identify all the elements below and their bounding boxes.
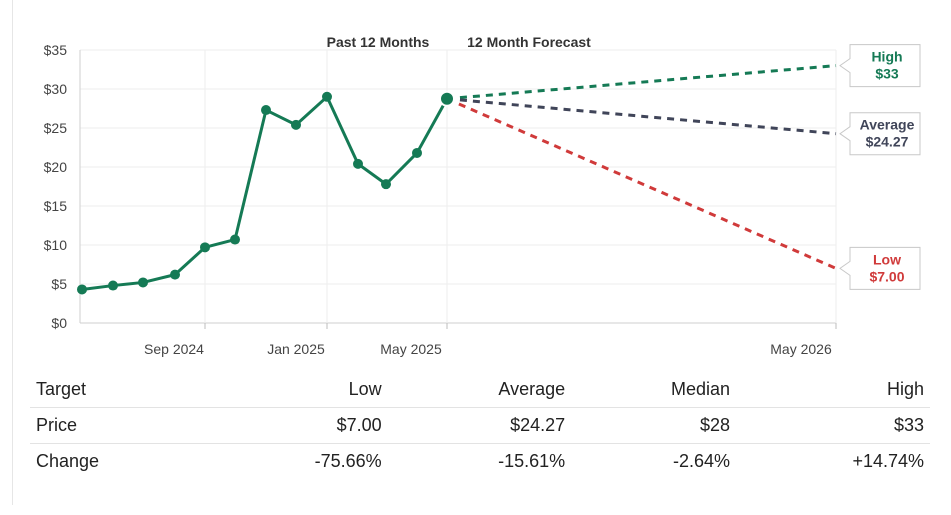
change-median: -2.64% [672,451,731,471]
chart-grid [79,49,837,329]
current-price-marker [439,90,455,107]
history-point [108,280,118,291]
y-tick-label: $20 [44,159,68,175]
history-point [291,119,301,130]
x-tick-label: May 2026 [770,341,832,357]
history-point [200,242,210,253]
history-point [77,284,87,295]
y-tick-label: $5 [51,276,67,292]
callout-box [839,44,921,88]
x-tick-label: Jan 2025 [267,341,325,357]
x-tick-label: Sep 2024 [144,341,204,357]
header-high: High [736,372,930,408]
change-low: -75.66% [314,451,382,471]
callout-box [839,112,921,156]
y-tick-label: $25 [44,120,68,136]
history-line [81,95,449,291]
header-target: Target [30,372,205,408]
y-tick-label: $30 [44,81,68,97]
header-median: Median [571,372,737,408]
table-header-row: Target Low Average Median High [30,372,930,408]
callout-name: High [871,49,902,65]
header-average: Average [387,372,572,408]
callout-name: Average [860,117,915,133]
history-point [170,269,180,280]
row-label-price: Price [30,407,205,444]
change-high: +14.74% [852,451,924,471]
price-median: $28 [571,407,737,444]
y-tick-label: $35 [44,42,68,58]
table-row-price: Price $7.00 $24.27 $28 $33 [30,407,930,444]
forecast-callouts: High$33 Average$24.27 Low$7.00 [839,44,921,290]
legend-12-month-forecast: 12 Month Forecast [467,34,591,50]
callout-value: $33 [875,66,899,82]
y-tick-label: $0 [51,315,67,331]
forecast-line-low [446,97,837,270]
y-tick-label: $10 [44,237,68,253]
y-tick-label: $15 [44,198,68,214]
price-target-table: Target Low Average Median High Price $7.… [30,372,930,479]
table-row-change: Change -75.66% -15.61% -2.64% +14.74% [30,444,930,480]
callout-name: Low [873,251,901,267]
x-tick-label: May 2025 [380,341,442,357]
history-point [412,147,422,158]
row-label-change: Change [36,451,100,471]
header-low: Low [204,372,388,408]
y-axis-ticks: $0 $5 $10 $15 $20 $25 $30 $35 [44,42,68,331]
callout-value: $7.00 [869,268,904,284]
history-series [77,90,455,295]
history-point [353,158,363,169]
price-low: $7.00 [204,407,388,444]
callout-average: Average$24.27 [839,112,921,156]
callout-value: $24.27 [866,134,909,150]
forecast-line-average [446,97,837,136]
history-point [230,234,240,245]
left-border [12,0,13,505]
history-point [138,277,148,288]
history-point [322,91,332,102]
callout-low: Low$7.00 [839,246,921,290]
history-point [261,105,271,116]
change-average: -15.61% [498,451,566,471]
callout-high: High$33 [839,44,921,88]
callout-box [839,246,921,290]
x-axis-ticks: Sep 2024 Jan 2025 May 2025 May 2026 [144,341,832,357]
legend-past-12-months: Past 12 Months [327,34,430,50]
price-average: $24.27 [387,407,572,444]
price-high: $33 [736,407,930,444]
price-forecast-chart: $0 $5 $10 $15 $20 $25 $30 $35 Sep 2024 Jan 2025 M… [44,34,921,357]
forecast-lines [446,64,837,270]
forecast-line-high [446,64,837,101]
history-point [381,179,391,190]
